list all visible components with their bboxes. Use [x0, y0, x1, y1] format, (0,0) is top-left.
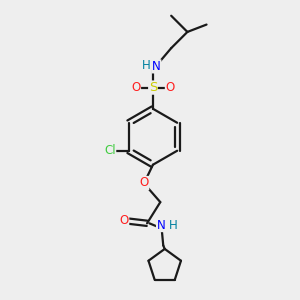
Text: Cl: Cl	[104, 144, 116, 157]
Text: N: N	[157, 219, 165, 232]
Text: O: O	[140, 176, 149, 190]
Text: O: O	[131, 81, 140, 94]
Text: H: H	[169, 219, 177, 232]
Text: N: N	[152, 60, 161, 73]
Text: O: O	[119, 214, 129, 227]
Text: H: H	[142, 59, 151, 72]
Text: S: S	[149, 81, 157, 94]
Text: O: O	[165, 81, 175, 94]
